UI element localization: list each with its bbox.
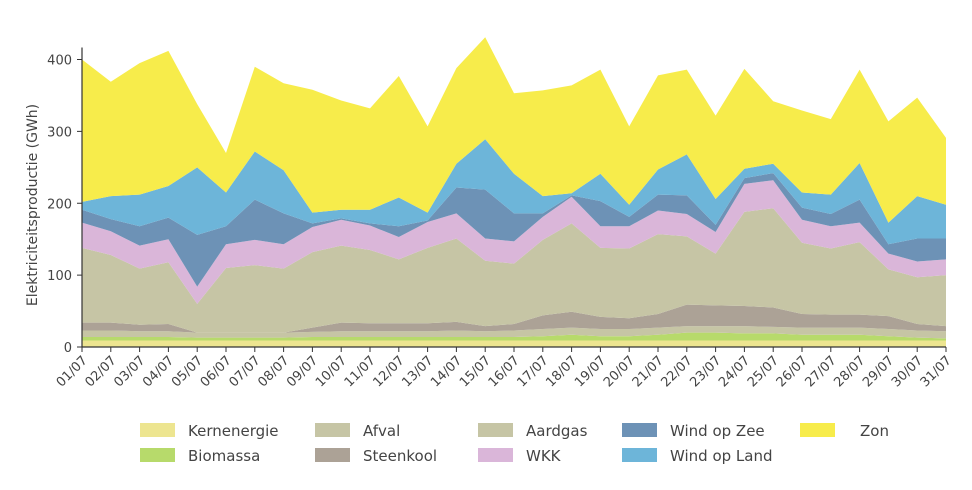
legend-swatch xyxy=(622,448,657,462)
y-tick-label: 200 xyxy=(47,197,72,212)
x-tick-label: 10/07 xyxy=(313,353,350,390)
legend-swatch xyxy=(140,423,175,437)
legend-label: Biomassa xyxy=(188,447,260,465)
x-tick-label: 25/07 xyxy=(745,353,782,390)
x-tick-label: 19/07 xyxy=(572,353,609,390)
legend-swatch xyxy=(315,423,350,437)
area-wkk xyxy=(82,180,946,304)
area-layers xyxy=(82,37,946,347)
legend-label: Kernenergie xyxy=(188,422,279,440)
area-wind-op-land xyxy=(82,139,946,245)
x-tick-label: 07/07 xyxy=(227,353,264,390)
y-tick-label: 400 xyxy=(47,54,72,69)
legend-swatch xyxy=(800,423,835,437)
x-tick-label: 01/07 xyxy=(54,353,91,390)
x-tick-label: 29/07 xyxy=(860,353,897,390)
x-tick-label: 11/07 xyxy=(342,353,379,390)
x-tick-label: 03/07 xyxy=(111,353,148,390)
x-tick-label: 24/07 xyxy=(716,353,753,390)
area-biomassa xyxy=(82,332,946,341)
x-tick-label: 05/07 xyxy=(169,353,206,390)
legend-label: Afval xyxy=(363,422,400,440)
legend-label: Wind op Land xyxy=(670,447,773,465)
legend-label: Steenkool xyxy=(363,447,437,465)
legend-swatch xyxy=(622,423,657,437)
legend-swatch xyxy=(140,448,175,462)
legend-label: Zon xyxy=(860,422,889,440)
x-tick-label: 15/07 xyxy=(457,353,494,390)
legend-item-biomassa: Biomassa xyxy=(140,447,260,465)
legend-item-steenkool: Steenkool xyxy=(315,447,437,465)
x-tick-label: 08/07 xyxy=(255,353,292,390)
x-tick-label: 02/07 xyxy=(83,353,120,390)
legend-item-zon: Zon xyxy=(800,422,889,440)
legend-swatch xyxy=(478,423,513,437)
x-tick-label: 26/07 xyxy=(774,353,811,390)
x-tick-label: 31/07 xyxy=(918,353,955,390)
legend-item-aardgas: Aardgas xyxy=(478,422,588,440)
x-tick-label: 22/07 xyxy=(659,353,696,390)
area-aardgas xyxy=(82,208,946,333)
legend-swatch xyxy=(478,448,513,462)
legend-item-wind-op-land: Wind op Land xyxy=(622,447,773,465)
x-tick-label: 21/07 xyxy=(630,353,667,390)
legend-item-wind-op-zee: Wind op Zee xyxy=(622,422,765,440)
x-tick-label: 23/07 xyxy=(687,353,724,390)
x-tick-label: 20/07 xyxy=(601,353,638,390)
legend-label: WKK xyxy=(526,447,562,465)
legend-item-kernenergie: Kernenergie xyxy=(140,422,279,440)
legend: Kernenergie Biomassa Afval Steenkool Aardgas… xyxy=(140,422,889,465)
x-tick-label: 28/07 xyxy=(831,353,868,390)
x-tick-label: 30/07 xyxy=(889,353,926,390)
x-tick-label: 13/07 xyxy=(399,353,436,390)
area-kernenergie xyxy=(82,340,946,347)
x-tick-label: 14/07 xyxy=(428,353,465,390)
x-tick-label: 06/07 xyxy=(198,353,235,390)
y-tick-label: 0 xyxy=(64,341,72,356)
legend-item-wkk: WKK xyxy=(478,447,562,465)
legend-item-afval: Afval xyxy=(315,422,400,440)
legend-swatch xyxy=(315,448,350,462)
x-tick-label: 18/07 xyxy=(543,353,580,390)
area-zon xyxy=(82,37,946,223)
area-afval xyxy=(82,326,946,339)
x-tick-label: 17/07 xyxy=(515,353,552,390)
x-tick-label: 09/07 xyxy=(284,353,321,390)
x-tick-label: 12/07 xyxy=(371,353,408,390)
x-tick-label: 27/07 xyxy=(803,353,840,390)
x-tick-label: 04/07 xyxy=(140,353,177,390)
legend-label: Aardgas xyxy=(526,422,588,440)
y-tick-label: 100 xyxy=(47,269,72,284)
y-axis-label: Elektriciteitsproductie (GWh) xyxy=(25,104,41,306)
area-steenkool xyxy=(82,304,946,333)
legend-label: Wind op Zee xyxy=(670,422,765,440)
y-tick-label: 300 xyxy=(47,125,72,140)
x-tick-label: 16/07 xyxy=(486,353,523,390)
